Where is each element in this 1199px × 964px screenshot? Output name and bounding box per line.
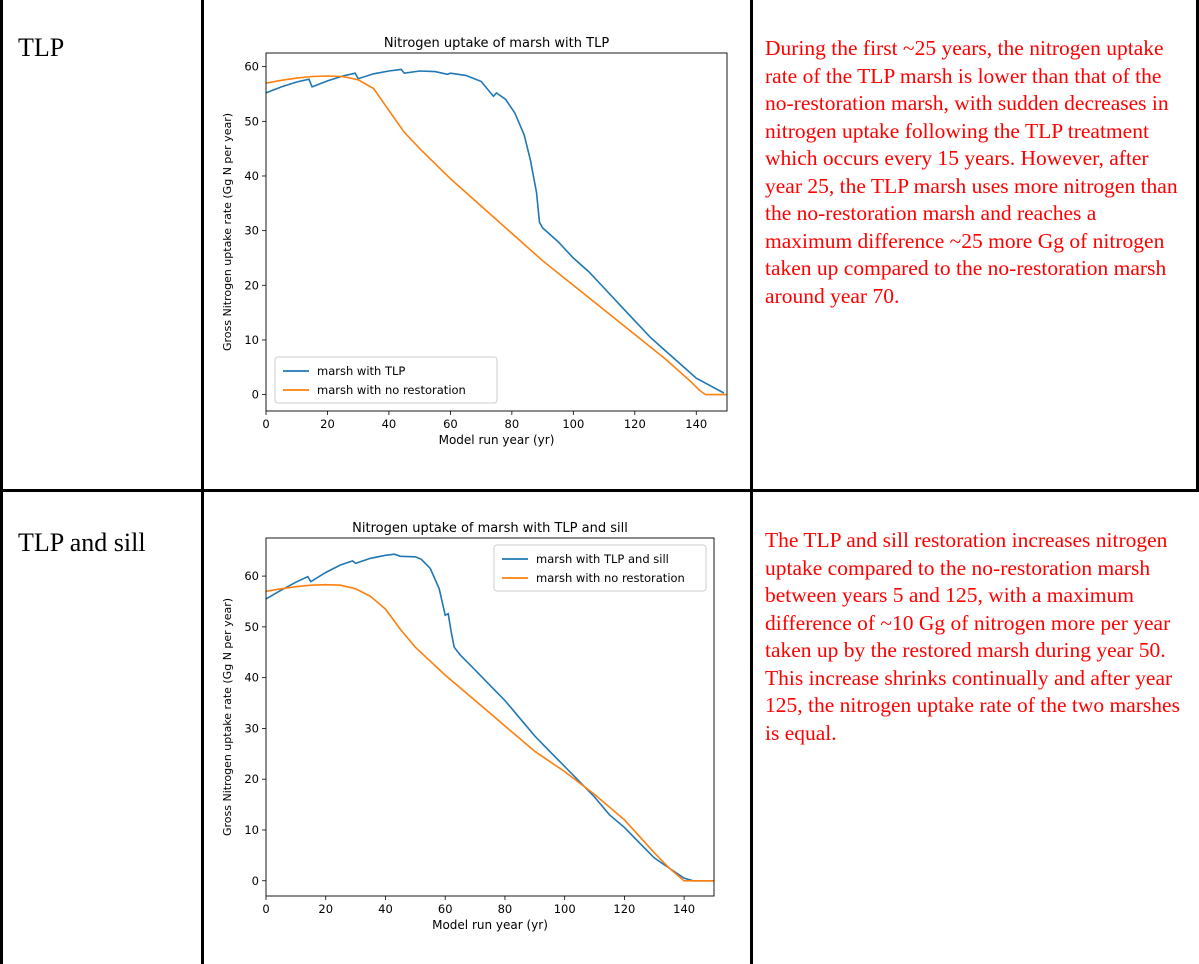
x-tick-label: 60 xyxy=(438,902,453,916)
y-axis-label: Gross Nitrogen uptake rate (Gg N per yea… xyxy=(221,113,234,351)
x-tick-label: 0 xyxy=(262,902,269,916)
col-divider-2 xyxy=(750,0,753,964)
x-tick-label: 100 xyxy=(554,902,576,916)
y-axis-label: Gross Nitrogen uptake rate (Gg N per yea… xyxy=(221,598,234,836)
legend-label-0: marsh with TLP xyxy=(317,364,405,378)
x-tick-label: 0 xyxy=(262,417,269,431)
x-tick-label: 120 xyxy=(613,902,635,916)
series-line-0 xyxy=(265,68,725,394)
col-divider-1 xyxy=(201,0,204,964)
row-label-tlp: TLP xyxy=(18,33,65,62)
x-tick-label: 20 xyxy=(320,417,335,431)
y-tick-label: 10 xyxy=(244,333,259,347)
series-line-1 xyxy=(265,583,714,882)
legend-box xyxy=(274,356,498,404)
legend-label-1: marsh with no restoration xyxy=(536,571,685,585)
y-tick-label: 10 xyxy=(244,823,259,837)
y-tick-label: 30 xyxy=(244,721,259,735)
legend-label-1: marsh with no restoration xyxy=(317,383,466,397)
description-tlp: During the first ~25 years, the nitrogen… xyxy=(765,36,1178,308)
legend-label-0: marsh with TLP and sill xyxy=(536,552,669,566)
y-tick-label: 0 xyxy=(252,874,259,888)
y-tick-label: 40 xyxy=(244,671,259,685)
x-tick-label: 20 xyxy=(318,902,333,916)
row-label-tlp-and-sill: TLP and sill xyxy=(18,528,146,557)
x-tick-label: 140 xyxy=(685,417,707,431)
chart-title: Nitrogen uptake of marsh with TLP and si… xyxy=(352,521,628,536)
y-tick-label: 50 xyxy=(244,620,259,634)
x-tick-label: 140 xyxy=(673,902,695,916)
chart-title: Nitrogen uptake of marsh with TLP xyxy=(384,36,609,51)
x-tick-label: 40 xyxy=(378,902,393,916)
plot-frame xyxy=(265,52,728,412)
x-tick-label: 100 xyxy=(562,417,584,431)
y-tick-label: 60 xyxy=(244,60,259,74)
y-tick-label: 50 xyxy=(244,114,259,128)
y-tick-label: 0 xyxy=(252,388,259,402)
chart-tlp-and-sill: Nitrogen uptake of marsh with TLP and si… xyxy=(221,521,715,932)
x-tick-label: 80 xyxy=(498,902,513,916)
description-tlp-and-sill: The TLP and sill restoration increases n… xyxy=(765,528,1180,745)
x-tick-label: 80 xyxy=(505,417,520,431)
plot-frame xyxy=(265,537,715,897)
x-axis-label: Model run year (yr) xyxy=(432,918,548,932)
legend-box xyxy=(493,544,707,592)
x-axis-label: Model run year (yr) xyxy=(439,433,555,447)
y-tick-label: 60 xyxy=(244,569,259,583)
y-tick-label: 20 xyxy=(244,772,259,786)
x-tick-label: 120 xyxy=(624,417,646,431)
x-tick-label: 60 xyxy=(443,417,458,431)
chart-tlp: Nitrogen uptake of marsh with TLP 0 20 40 60… xyxy=(221,36,728,447)
x-tick-label: 40 xyxy=(382,417,397,431)
table-left-border-lower xyxy=(0,490,3,964)
y-tick-label: 40 xyxy=(244,169,259,183)
series-line-0 xyxy=(265,553,714,882)
row-divider xyxy=(0,489,1199,492)
y-tick-label: 30 xyxy=(244,224,259,238)
y-tick-label: 20 xyxy=(244,278,259,292)
table-right-border xyxy=(1196,0,1199,490)
table-left-border xyxy=(0,0,3,490)
series-line-1 xyxy=(265,75,727,396)
